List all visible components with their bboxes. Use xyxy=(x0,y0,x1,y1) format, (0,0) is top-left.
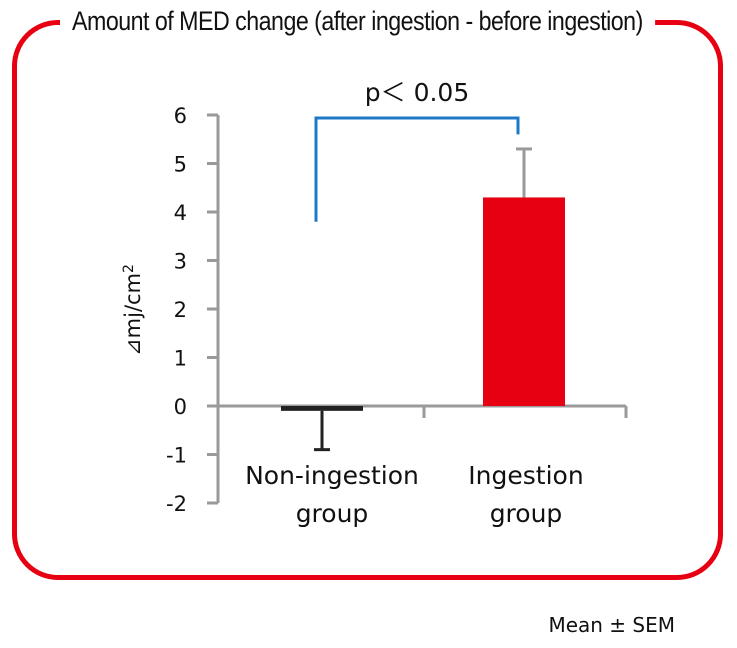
y-tick-label: 3 xyxy=(174,250,187,274)
y-tick-label: 1 xyxy=(174,347,187,371)
bar-non-ingestion xyxy=(281,406,363,411)
y-tick-label: 2 xyxy=(174,298,187,322)
y-axis-label-superscript: 2 xyxy=(121,264,137,273)
y-tick-label: -2 xyxy=(166,492,187,516)
y-axis-label-main: ⊿mj/cm xyxy=(121,273,145,356)
significance-label: p＜ 0.05 xyxy=(365,78,469,107)
x-category-label: group xyxy=(296,499,369,528)
y-tick-label: 5 xyxy=(174,153,187,177)
y-tick-label: 4 xyxy=(174,201,187,225)
x-category-label: Non-ingestion xyxy=(245,461,419,490)
footnote: Mean ± SEM xyxy=(548,613,675,637)
significance-bracket xyxy=(314,116,520,222)
y-axis-label: ⊿mj/cm2 xyxy=(121,264,145,356)
x-category-label: group xyxy=(490,499,563,528)
y-tick-label: 0 xyxy=(174,395,187,419)
y-tick-label: -1 xyxy=(166,444,187,468)
chart-title: Amount of MED change (after ingestion - … xyxy=(60,0,655,42)
y-tick-label: 6 xyxy=(174,104,187,128)
x-category-label: Ingestion xyxy=(468,461,583,490)
bar-ingestion xyxy=(483,197,565,406)
